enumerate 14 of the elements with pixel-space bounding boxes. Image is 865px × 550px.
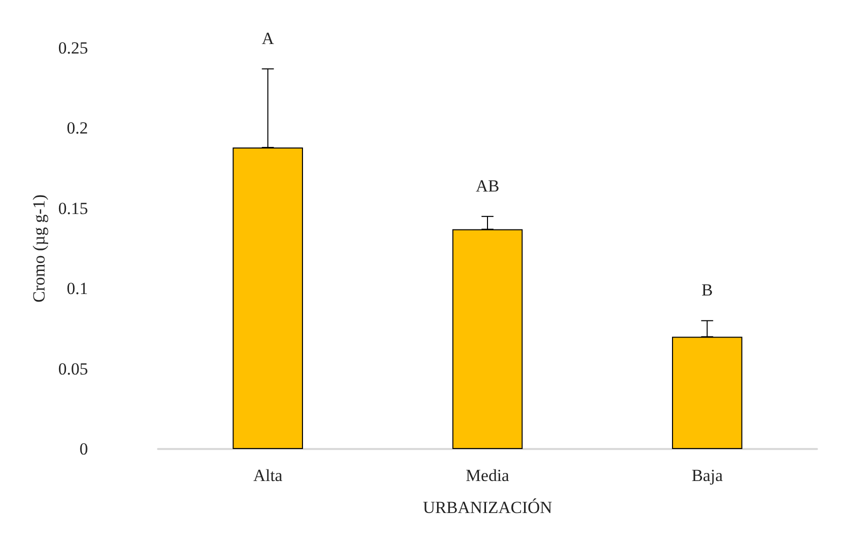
y-tick-label: 0.15	[58, 198, 88, 218]
x-tick-label: Media	[466, 466, 510, 485]
x-tick-label: Baja	[692, 466, 724, 485]
y-axis-title: Cromo (µg g-1)	[29, 194, 48, 303]
annotation: B	[701, 280, 713, 300]
annotation: AB	[476, 176, 500, 196]
x-tick-label: Alta	[253, 466, 283, 485]
text: A	[262, 28, 275, 48]
y-tick-label: 0.2	[66, 118, 88, 138]
y-tick-label: 0.25	[58, 38, 88, 58]
y-tick-label: 0.1	[66, 279, 88, 298]
y-tick-label: 0.05	[58, 359, 88, 378]
y-tick-label: 0	[80, 440, 88, 458]
x-axis-title: URBANIZACIÓN	[422, 498, 552, 517]
